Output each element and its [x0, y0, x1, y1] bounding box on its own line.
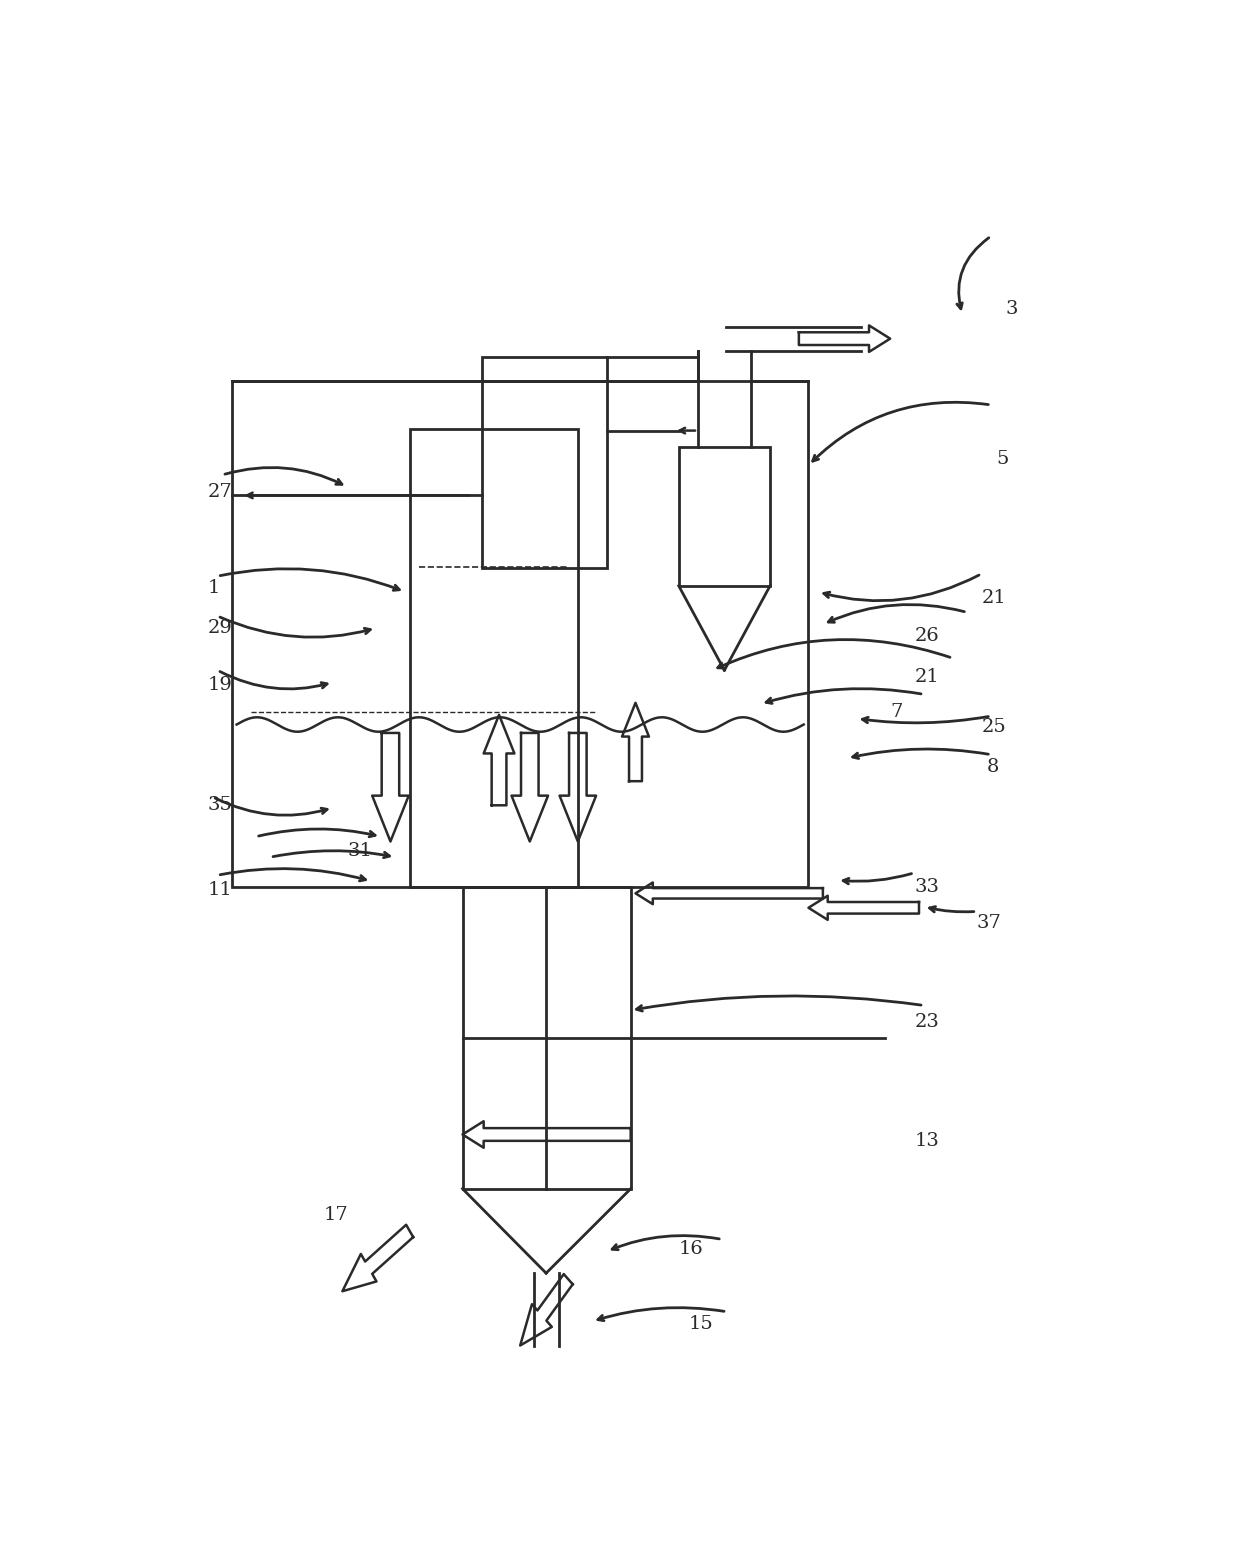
Text: 21: 21	[914, 669, 939, 686]
Text: 31: 31	[347, 843, 372, 860]
Text: 33: 33	[914, 879, 939, 896]
Text: 27: 27	[208, 482, 233, 501]
Text: 21: 21	[982, 589, 1006, 608]
Bar	[463, 888, 631, 1189]
Text: 29: 29	[208, 619, 233, 637]
Text: 23: 23	[914, 1013, 939, 1032]
Text: 19: 19	[208, 675, 233, 694]
Text: 7: 7	[890, 703, 903, 722]
Text: 37: 37	[977, 915, 1002, 932]
Text: 15: 15	[688, 1315, 713, 1333]
Bar	[232, 381, 808, 888]
Text: 5: 5	[996, 451, 1008, 468]
Text: 13: 13	[914, 1132, 939, 1149]
Bar	[678, 448, 770, 586]
Text: 1: 1	[208, 579, 221, 597]
Text: 26: 26	[914, 628, 939, 645]
Bar	[481, 357, 606, 568]
Bar	[409, 429, 578, 888]
Text: 8: 8	[986, 758, 998, 775]
Text: 17: 17	[324, 1206, 348, 1225]
Text: 11: 11	[208, 880, 233, 899]
Text: 16: 16	[678, 1240, 703, 1257]
Text: 25: 25	[982, 717, 1006, 736]
Text: 35: 35	[208, 796, 233, 814]
Text: 3: 3	[1006, 299, 1018, 318]
